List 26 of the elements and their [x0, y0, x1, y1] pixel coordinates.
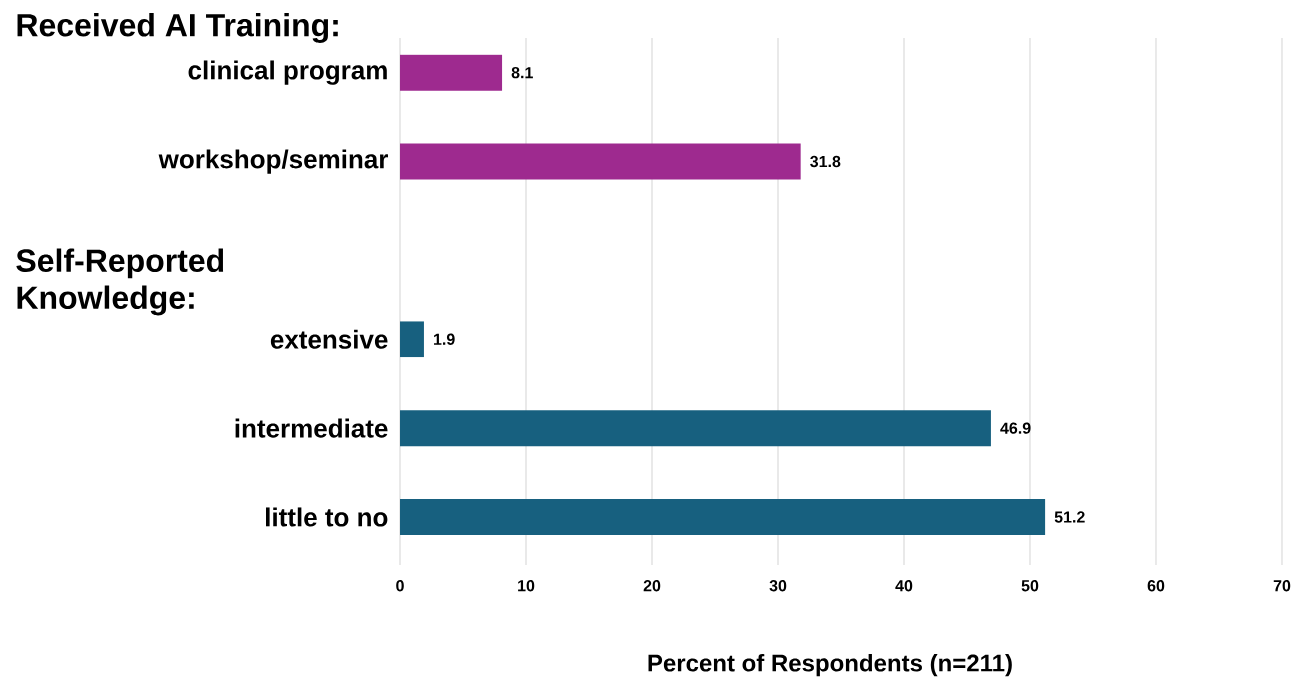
- bar: [400, 321, 424, 358]
- x-tick-label: 20: [643, 580, 661, 592]
- bar: [400, 54, 503, 91]
- y-tick-label: clinical program: [188, 60, 387, 85]
- text: Self-Reported Knowledge:: [16, 248, 224, 316]
- data-label: 1.9: [434, 333, 455, 345]
- bar: [400, 410, 991, 447]
- x-tick-label: 0: [396, 580, 404, 592]
- text: Received AI Training:: [17, 13, 338, 43]
- data-label: 31.8: [810, 155, 841, 168]
- x-tick-label: 50: [1021, 580, 1039, 592]
- data-label: 46.9: [1000, 422, 1031, 434]
- x-axis-title: Percent of Respondents (n=211): [648, 653, 1012, 677]
- x-tick-label: 70: [1273, 580, 1291, 592]
- y-tick-label: intermediate: [235, 418, 388, 438]
- x-tick-label: 60: [1147, 580, 1165, 592]
- bar: [400, 143, 801, 180]
- data-label: 8.1: [511, 66, 533, 79]
- data-label: 51.2: [1054, 511, 1085, 523]
- y-tick-label: little to no: [266, 507, 388, 527]
- x-tick-label: 10: [518, 580, 535, 592]
- y-tick-label: extensive: [270, 329, 388, 349]
- y-tick-label: workshop/seminar: [158, 149, 389, 174]
- x-tick-label: 40: [895, 580, 913, 592]
- x-tick-label: 30: [769, 580, 787, 592]
- bar: [400, 499, 1046, 536]
